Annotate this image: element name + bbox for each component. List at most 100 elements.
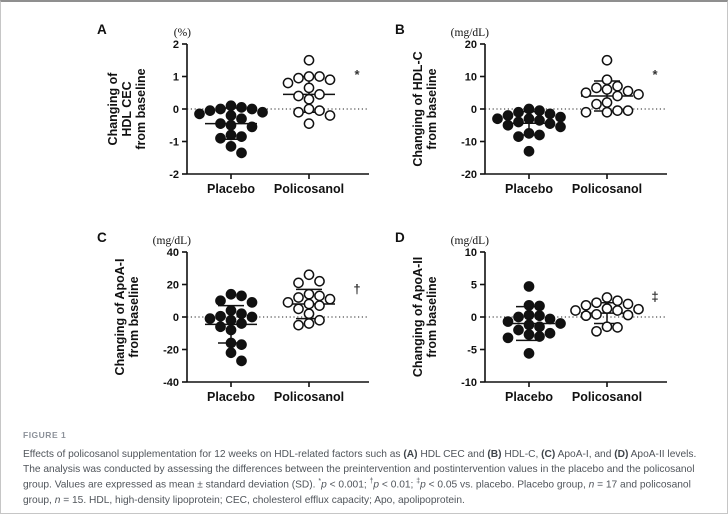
data-point xyxy=(246,121,258,133)
data-point xyxy=(236,131,247,142)
data-point xyxy=(601,54,613,66)
data-point xyxy=(303,288,315,300)
y-axis-label: Changing of HDL-C xyxy=(411,51,425,166)
data-point xyxy=(324,293,336,305)
data-point xyxy=(534,300,545,312)
y-axis-label: from baseline xyxy=(134,68,148,149)
data-point xyxy=(523,319,535,331)
data-point xyxy=(633,303,644,315)
y-tick-label: -20 xyxy=(163,344,179,356)
data-point xyxy=(293,90,304,102)
data-point xyxy=(314,105,325,116)
data-point xyxy=(225,347,237,359)
data-point xyxy=(544,327,556,339)
data-point xyxy=(601,74,613,86)
data-point xyxy=(257,106,268,118)
data-point xyxy=(314,89,325,100)
y-axis-label: Changing of xyxy=(106,72,120,146)
data-point xyxy=(513,116,524,128)
panel-letter: A xyxy=(97,22,107,37)
y-tick-label: 20 xyxy=(465,39,477,51)
data-point xyxy=(534,105,545,116)
panel-c-chart: C (mg/dL) Changing of ApoA-I from baseline 4… xyxy=(97,230,369,404)
data-point xyxy=(303,118,315,129)
data-point xyxy=(236,355,247,367)
y-axis-label: from baseline xyxy=(425,276,439,357)
panel-letter: D xyxy=(395,230,405,245)
data-point xyxy=(303,318,315,329)
data-point xyxy=(555,121,566,133)
data-point xyxy=(303,269,315,281)
data-point xyxy=(246,297,258,308)
data-point xyxy=(225,337,237,349)
y-tick-label: 0 xyxy=(173,312,179,324)
data-point xyxy=(622,85,634,97)
data-point xyxy=(612,305,623,316)
data-point xyxy=(314,314,325,326)
data-point xyxy=(591,98,602,110)
data-point xyxy=(633,89,644,100)
data-point xyxy=(534,129,545,141)
data-point xyxy=(282,297,294,308)
unit-label: (%) xyxy=(174,27,191,39)
data-point xyxy=(303,103,315,115)
data-point xyxy=(534,331,545,342)
data-point xyxy=(303,298,315,310)
data-point xyxy=(523,145,535,157)
panel-d-chart: D (mg/dL) Changing of ApoA-II from baseline… xyxy=(395,230,667,404)
category-label: Placebo xyxy=(207,182,255,196)
y-tick-label: -1 xyxy=(169,136,179,148)
data-point xyxy=(622,298,634,310)
y-tick-label: 1 xyxy=(173,71,179,83)
data-point xyxy=(236,102,247,113)
caption-text: Effects of policosanol supplementation f… xyxy=(23,449,697,506)
data-point xyxy=(513,324,524,336)
data-point xyxy=(225,314,237,326)
significance-marker: † xyxy=(353,281,360,296)
unit-label: (mg/dL) xyxy=(451,235,489,247)
data-point xyxy=(580,310,592,322)
data-point xyxy=(601,97,613,108)
panel-letter: C xyxy=(97,230,107,245)
data-point xyxy=(523,299,535,311)
significance-marker: * xyxy=(652,67,658,82)
data-point xyxy=(523,309,535,321)
data-point xyxy=(622,105,634,116)
data-point xyxy=(523,128,535,139)
category-label: Placebo xyxy=(207,390,255,404)
y-tick-label: 2 xyxy=(173,39,179,51)
data-point xyxy=(215,103,226,115)
y-axis-label: from baseline xyxy=(425,68,439,149)
data-point xyxy=(555,111,566,123)
y-tick-label: -40 xyxy=(163,377,179,389)
data-point xyxy=(293,72,304,84)
y-tick-label: 5 xyxy=(471,279,477,291)
data-point xyxy=(303,308,315,320)
data-point xyxy=(246,103,258,115)
data-point xyxy=(324,110,336,121)
data-point xyxy=(236,147,247,159)
data-point xyxy=(612,105,623,116)
data-point xyxy=(314,290,325,302)
data-point xyxy=(580,106,592,118)
data-point xyxy=(225,141,237,152)
y-axis-label: from baseline xyxy=(127,276,141,357)
figure-caption: FIGURE 1 Effects of policosanol suppleme… xyxy=(1,420,727,508)
category-label: Policosanol xyxy=(274,182,344,196)
data-point xyxy=(580,87,592,99)
data-point xyxy=(236,308,247,320)
data-point xyxy=(502,119,514,131)
data-point xyxy=(601,292,613,303)
data-point xyxy=(570,305,581,316)
data-point xyxy=(555,318,566,329)
y-tick-label: -10 xyxy=(461,136,477,148)
data-point xyxy=(513,106,524,118)
data-point xyxy=(303,54,315,66)
data-point xyxy=(225,110,237,121)
unit-label: (mg/dL) xyxy=(451,27,489,39)
data-point xyxy=(523,103,535,115)
data-point xyxy=(225,324,237,336)
data-point xyxy=(293,303,304,315)
data-point xyxy=(612,80,623,92)
data-point xyxy=(523,281,535,292)
